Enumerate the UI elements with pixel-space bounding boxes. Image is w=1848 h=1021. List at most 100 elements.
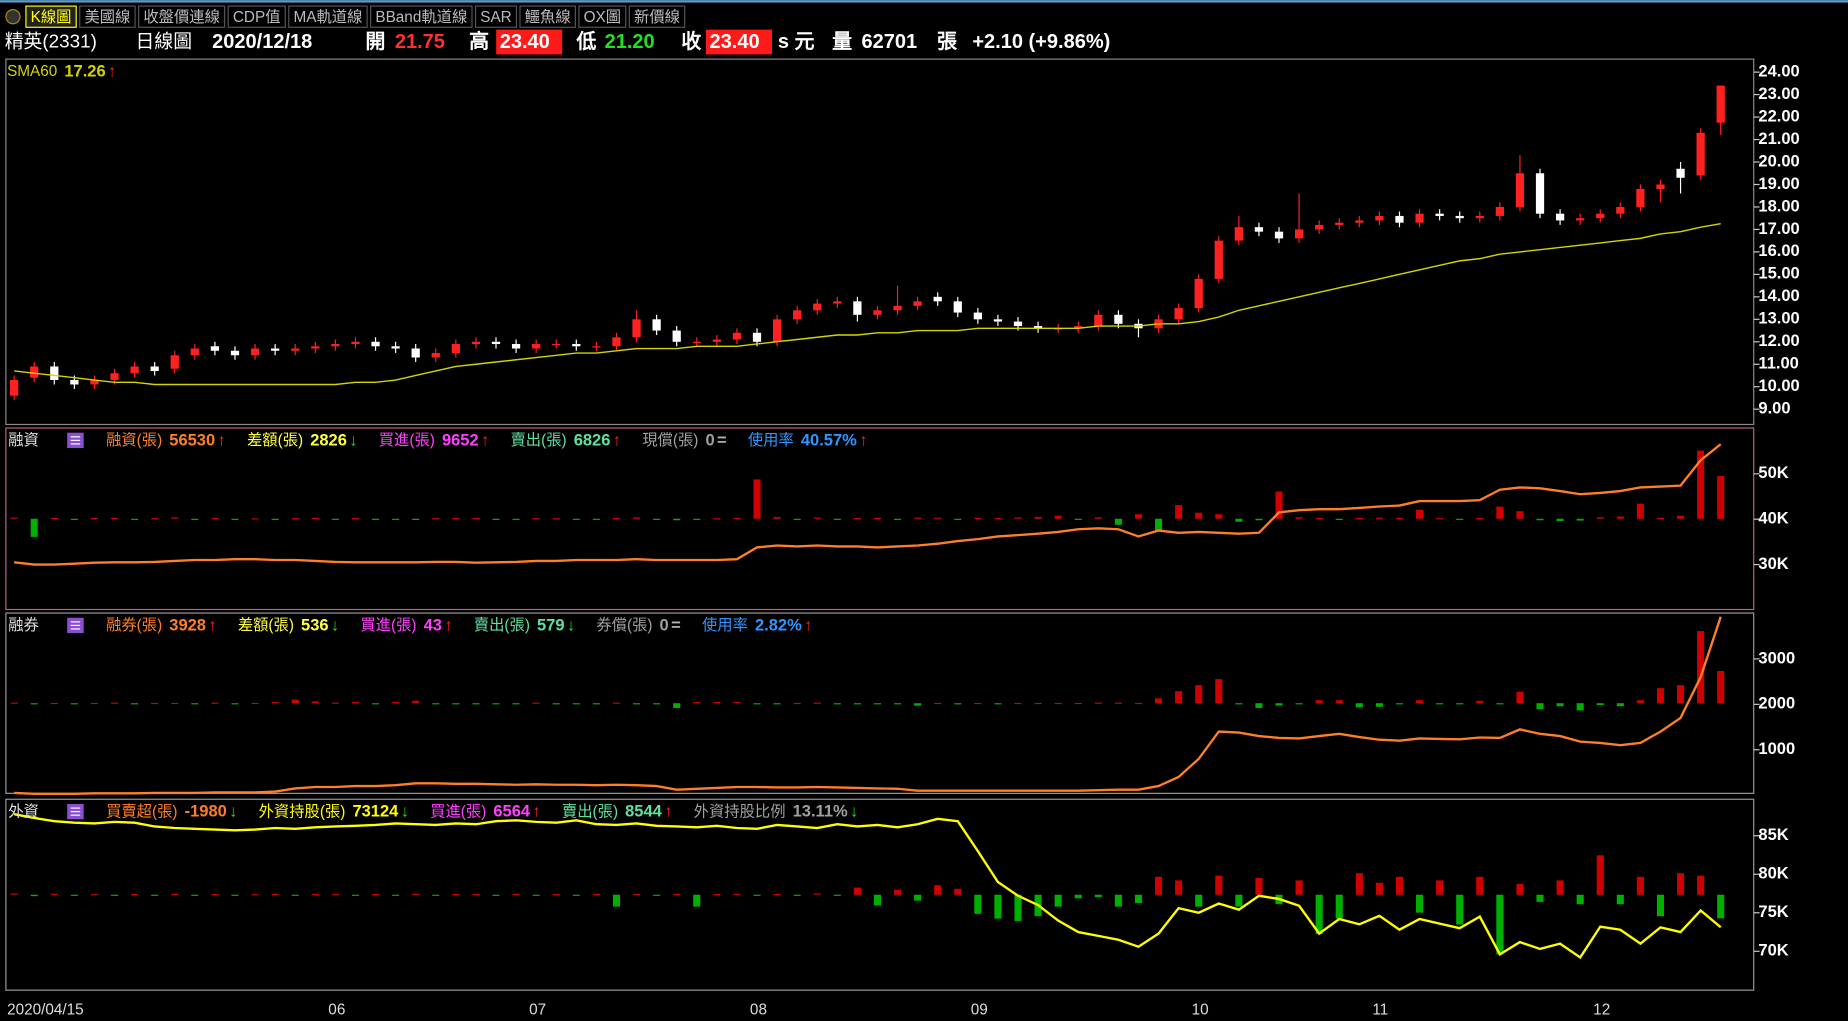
legend-name: 賣出(張): [474, 617, 530, 634]
bar: [673, 893, 681, 896]
bar: [171, 517, 179, 519]
candle-body: [652, 319, 661, 331]
bar: [472, 517, 480, 520]
tab-label[interactable]: BBand軌道線: [375, 9, 467, 26]
bar: [1255, 518, 1263, 521]
bar: [211, 517, 219, 520]
legend-value: 17.26: [64, 62, 105, 80]
tab[interactable]: [519, 5, 576, 28]
tab-label[interactable]: CDP值: [233, 9, 281, 26]
tab[interactable]: [79, 5, 136, 28]
tab-label[interactable]: 收盤價連線: [143, 9, 220, 26]
bar: [50, 893, 58, 895]
tab[interactable]: [370, 5, 473, 28]
tab[interactable]: [474, 5, 518, 28]
bar: [693, 894, 701, 907]
y-tick-label: 1000: [1758, 740, 1795, 758]
bar: [1295, 880, 1303, 895]
bar: [351, 517, 359, 520]
candle-body: [1435, 213, 1444, 216]
bar: [10, 702, 18, 704]
bar: [612, 517, 620, 520]
bar: [412, 893, 420, 895]
unit: s 元: [778, 31, 815, 53]
bar: [1335, 894, 1343, 919]
bar: [753, 894, 761, 896]
bar: [653, 894, 661, 896]
bar: [351, 894, 359, 896]
tab-label[interactable]: SAR: [480, 9, 511, 26]
bar: [1375, 882, 1383, 895]
candle-body: [893, 305, 902, 311]
legend-arrow: ↓: [349, 431, 357, 449]
bar: [1616, 516, 1624, 519]
bar: [1054, 702, 1062, 705]
candle-body: [50, 366, 59, 380]
candle-body: [10, 379, 19, 396]
bar: [1215, 875, 1223, 895]
tab[interactable]: [227, 5, 286, 28]
tab[interactable]: [288, 5, 368, 28]
bar: [1235, 894, 1243, 907]
bar: [974, 702, 982, 705]
bar: [1576, 703, 1584, 711]
tab[interactable]: [25, 5, 77, 28]
candle-body: [471, 341, 481, 345]
bar: [1556, 880, 1564, 895]
tab-label[interactable]: 美國線: [84, 9, 130, 26]
legend-arrow: ↑: [208, 616, 216, 634]
bar: [452, 893, 460, 896]
tab-label[interactable]: K線圖: [31, 9, 72, 26]
bar: [954, 518, 962, 520]
candle-body: [1716, 85, 1725, 123]
tab-label[interactable]: MA軌道線: [293, 9, 362, 26]
candle-body: [772, 319, 782, 342]
candle-body: [1254, 227, 1264, 232]
bar: [1717, 476, 1725, 519]
legend-name: 買進(張): [379, 432, 435, 449]
bar: [472, 893, 480, 896]
tab[interactable]: [578, 5, 627, 28]
candle-body: [532, 344, 541, 349]
bar: [50, 702, 58, 705]
bar: [90, 702, 98, 705]
volume: 62701: [862, 31, 918, 53]
volume-label: 量: [832, 30, 852, 53]
bar: [793, 702, 801, 705]
candle-body: [1315, 224, 1324, 230]
legend-value: 56530: [169, 431, 215, 449]
panel-frame: [5, 612, 1755, 794]
legend-arrow: ↑: [532, 803, 540, 821]
legend-name: 現償(張): [642, 432, 698, 449]
bar: [572, 894, 580, 896]
tab[interactable]: [138, 5, 226, 28]
candle-body: [331, 344, 340, 347]
bar: [452, 703, 460, 705]
legend-name: 使用率: [748, 432, 794, 449]
tab-label[interactable]: OX圖: [584, 9, 621, 26]
bar: [271, 701, 279, 704]
bar: [1536, 703, 1544, 710]
bar: [974, 894, 982, 914]
bar: [592, 703, 600, 705]
bar: [1054, 894, 1062, 907]
tab-label[interactable]: 新價線: [634, 9, 680, 26]
bar: [1516, 883, 1524, 895]
bar: [472, 703, 480, 705]
candle-body: [1114, 314, 1123, 324]
tab[interactable]: [628, 5, 686, 28]
tab-label[interactable]: 鱷魚線: [525, 9, 571, 26]
bar: [1656, 688, 1665, 704]
legend-arrow: ↑: [108, 62, 116, 80]
menu-icon[interactable]: [5, 9, 21, 25]
candle-body: [1656, 184, 1665, 189]
bar: [1235, 518, 1243, 522]
bar: [110, 702, 119, 704]
candle-body: [793, 310, 802, 320]
bar: [1114, 894, 1122, 907]
high-price: 23.40: [500, 31, 550, 53]
bar: [1677, 515, 1685, 519]
legend-name: 使用率: [702, 617, 748, 634]
y-tick-label: 75K: [1758, 903, 1788, 921]
legend-name: 賣出(張): [511, 432, 567, 449]
